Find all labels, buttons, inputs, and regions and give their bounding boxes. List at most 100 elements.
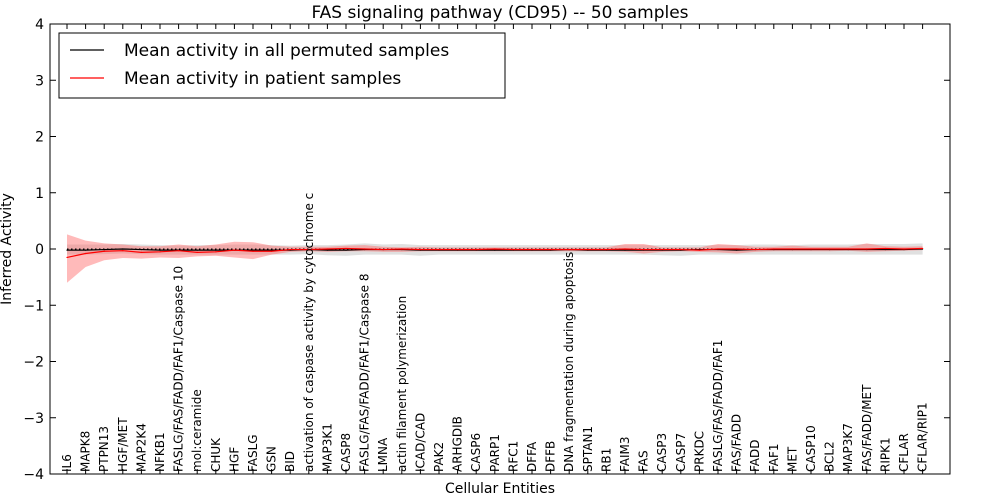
- point-patient-0: [66, 256, 68, 259]
- point-patient-1: [85, 252, 87, 255]
- point-patient-17: [382, 248, 384, 251]
- point-permuted-44: [884, 248, 887, 251]
- point-permuted-30: [624, 249, 626, 251]
- x-axis-categories: IL6 MAPK8 PTPN13 HGF/MET MAP2K4 NFKB1 FASLG/FA…: [60, 24, 930, 474]
- point-patient-11: [271, 250, 273, 252]
- x-category-label-33: CASP7: [674, 433, 688, 472]
- point-permuted-3: [122, 248, 124, 250]
- x-category-label-34: PRKDC: [692, 431, 706, 472]
- y-tick-label-8: 4: [35, 17, 44, 33]
- x-category-label-19: ICAD/CAD: [413, 413, 427, 472]
- point-patient-19: [419, 248, 421, 251]
- x-category-label-9: HGF: [227, 447, 241, 472]
- x-category-label-21: ARHGDIB: [451, 416, 465, 472]
- chart-title: FAS signaling pathway (CD95) -- 50 sampl…: [311, 3, 688, 23]
- x-category-label-41: BCL2: [823, 441, 837, 472]
- y-tick-label-0: −4: [23, 467, 44, 483]
- patient-band: [67, 234, 923, 283]
- point-permuted-8: [215, 249, 217, 251]
- x-axis-label: Cellular Entities: [445, 481, 555, 497]
- point-permuted-1: [85, 249, 87, 251]
- point-patient-14: [326, 248, 328, 250]
- x-category-label-27: DNA fragmentation during apoptosis: [562, 252, 576, 472]
- point-patient-12: [289, 248, 291, 251]
- point-patient-33: [680, 248, 682, 251]
- x-category-label-13: activation of caspase activity by cytoch…: [302, 193, 316, 472]
- legend: Mean activity in all permuted samples Me…: [58, 32, 506, 99]
- point-patient-34: [698, 249, 701, 251]
- x-category-label-46: CFLAR/RIP1: [916, 402, 930, 472]
- point-patient-30: [624, 248, 626, 250]
- point-patient-45: [903, 248, 905, 250]
- point-permuted-10: [252, 249, 254, 251]
- x-category-label-38: FAF1: [767, 443, 781, 472]
- x-category-label-40: CASP10: [804, 425, 818, 472]
- x-category-label-1: MAPK8: [79, 431, 93, 472]
- y-tick-label-6: 2: [35, 130, 44, 146]
- x-category-label-18: actin filament polymerization: [395, 296, 409, 472]
- x-category-label-37: FADD: [748, 440, 762, 473]
- x-category-label-16: FASLG/FAS/FADD/FAF1/Caspase 8: [358, 274, 372, 473]
- x-category-label-4: MAP2K4: [134, 423, 148, 472]
- point-permuted-14: [326, 249, 328, 251]
- point-patient-32: [661, 248, 663, 251]
- point-patient-42: [847, 248, 849, 250]
- point-permuted-36: [736, 249, 738, 251]
- x-category-label-35: FASLG/FAS/FADD/FAF1: [711, 340, 725, 472]
- legend-label-patient: Mean activity in patient samples: [124, 69, 401, 89]
- x-category-label-28: SPTAN1: [581, 426, 595, 472]
- x-category-label-20: PAK2: [432, 442, 446, 472]
- point-patient-26: [550, 248, 552, 251]
- point-patient-25: [531, 248, 533, 251]
- x-category-label-23: PARP1: [488, 434, 502, 472]
- point-patient-23: [494, 248, 496, 250]
- x-category-label-6: FASLG/FAS/FADD/FAF1/Caspase 10: [172, 266, 186, 472]
- x-category-label-36: FAS/FADD: [730, 414, 744, 472]
- point-permuted-0: [66, 249, 68, 251]
- x-category-label-12: BID: [283, 451, 297, 472]
- x-category-label-7: mol:ceramide: [190, 389, 204, 472]
- x-category-label-17: LMNA: [376, 437, 390, 472]
- x-category-label-24: RFC1: [506, 441, 520, 472]
- point-patient-18: [401, 248, 403, 250]
- point-permuted-4: [140, 248, 142, 251]
- point-permuted-11: [271, 249, 273, 251]
- point-patient-40: [810, 248, 812, 250]
- x-category-label-0: IL6: [60, 454, 74, 472]
- point-patient-6: [178, 250, 180, 252]
- point-patient-27: [568, 248, 570, 251]
- point-patient-39: [791, 248, 794, 250]
- legend-label-permuted: Mean activity in all permuted samples: [124, 41, 449, 61]
- point-patient-2: [103, 250, 105, 252]
- point-patient-31: [643, 248, 645, 251]
- y-tick-label-2: −2: [23, 355, 44, 371]
- point-patient-9: [233, 249, 235, 251]
- y-axis: −4 −3 −2 −1 0 1 2 3 4: [23, 17, 950, 483]
- point-patient-10: [252, 250, 254, 252]
- point-patient-3: [122, 250, 124, 252]
- point-patient-28: [587, 248, 589, 251]
- x-category-label-25: DFFA: [525, 441, 539, 472]
- x-category-label-5: NFKB1: [153, 432, 167, 472]
- x-category-label-10: FASLG: [246, 434, 260, 472]
- plot-area: [66, 234, 924, 283]
- point-patient-24: [512, 248, 515, 251]
- x-category-label-11: GSN: [265, 446, 279, 472]
- x-category-label-15: CASP8: [339, 433, 353, 472]
- point-patient-38: [773, 248, 775, 250]
- point-patient-43: [866, 248, 868, 250]
- point-patient-8: [215, 251, 217, 253]
- point-patient-13: [308, 248, 310, 251]
- y-axis-label: Inferred Activity: [0, 193, 15, 305]
- point-patient-16: [364, 248, 366, 250]
- point-patient-20: [438, 248, 440, 251]
- x-category-label-39: MET: [785, 446, 799, 472]
- point-patient-15: [345, 247, 347, 250]
- x-category-label-32: CASP3: [655, 433, 669, 472]
- x-category-label-42: MAP3K7: [841, 423, 855, 472]
- x-category-label-29: RB1: [599, 448, 613, 472]
- point-patient-22: [475, 248, 477, 251]
- x-category-label-45: CFLAR: [897, 433, 911, 472]
- y-tick-label-7: 3: [35, 73, 44, 89]
